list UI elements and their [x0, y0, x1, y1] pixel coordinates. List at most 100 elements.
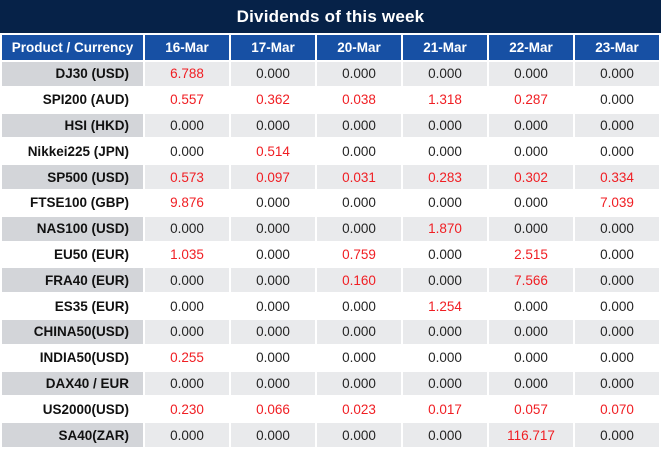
dividend-value-cell: 0.759 — [317, 242, 401, 267]
dividend-value-cell: 0.283 — [403, 165, 487, 189]
table-row: CHINA50(USD) 0.000 0.000 0.000 0.000 0.000 0.0… — [2, 319, 659, 344]
dividend-value-cell: 0.557 — [145, 87, 229, 112]
dividend-value-cell: 0.000 — [403, 345, 487, 370]
dividend-value-cell: 0.017 — [403, 397, 487, 422]
dividend-value-cell: 0.000 — [231, 190, 315, 215]
table-row: FRA40 (EUR) 0.000 0.000 0.160 0.000 7.566 0.00… — [2, 268, 659, 293]
dividend-value-cell: 0.000 — [145, 113, 229, 138]
dividend-value-cell: 0.362 — [231, 87, 315, 112]
column-header-date: 21-Mar — [403, 35, 487, 60]
product-cell: ES35 (EUR) — [2, 294, 143, 318]
dividend-value-cell: 0.000 — [317, 294, 401, 318]
dividend-value-cell: 0.000 — [145, 139, 229, 164]
dividend-value-cell: 6.788 — [145, 62, 229, 86]
dividend-value-cell: 0.000 — [231, 294, 315, 318]
product-cell: DJ30 (USD) — [2, 62, 143, 86]
dividend-value-cell: 1.254 — [403, 294, 487, 318]
dividend-value-cell: 0.000 — [317, 216, 401, 241]
table-row: FTSE100 (GBP) 9.876 0.000 0.000 0.000 0.000 7.… — [2, 190, 659, 215]
dividend-value-cell: 0.302 — [489, 165, 573, 189]
dividend-value-cell: 0.000 — [489, 319, 573, 344]
table-row: DJ30 (USD) 6.788 0.000 0.000 0.000 0.000 0.000 — [2, 62, 659, 86]
dividend-value-cell: 0.000 — [317, 319, 401, 344]
dividend-value-cell: 0.000 — [231, 371, 315, 396]
column-header-date: 22-Mar — [489, 35, 573, 60]
dividend-value-cell: 0.000 — [403, 113, 487, 138]
dividend-value-cell: 0.000 — [317, 371, 401, 396]
dividend-value-cell: 9.876 — [145, 190, 229, 215]
dividend-value-cell: 0.000 — [403, 62, 487, 86]
table-row: ES35 (EUR) 0.000 0.000 0.000 1.254 0.000 0.000 — [2, 294, 659, 318]
dividend-value-cell: 0.000 — [231, 216, 315, 241]
dividend-value-cell: 0.000 — [231, 242, 315, 267]
dividend-value-cell: 0.000 — [403, 319, 487, 344]
dividend-value-cell: 0.287 — [489, 87, 573, 112]
dividend-value-cell: 2.515 — [489, 242, 573, 267]
column-header-date: 16-Mar — [145, 35, 229, 60]
dividend-value-cell: 116.717 — [489, 423, 573, 447]
dividend-value-cell: 0.000 — [145, 371, 229, 396]
dividend-value-cell: 0.000 — [575, 294, 659, 318]
dividend-value-cell: 0.038 — [317, 87, 401, 112]
dividend-value-cell: 0.000 — [145, 216, 229, 241]
header-row: Product / Currency 16-Mar 17-Mar 20-Mar 21-… — [2, 35, 659, 60]
product-cell: SPI200 (AUD) — [2, 87, 143, 112]
dividend-value-cell: 0.000 — [317, 62, 401, 86]
dividend-value-cell: 0.000 — [489, 294, 573, 318]
dividend-value-cell: 0.000 — [575, 345, 659, 370]
dividend-value-cell: 7.039 — [575, 190, 659, 215]
dividend-value-cell: 0.000 — [317, 113, 401, 138]
dividend-value-cell: 0.000 — [317, 345, 401, 370]
table-row: HSI (HKD) 0.000 0.000 0.000 0.000 0.000 0.000 — [2, 113, 659, 138]
product-cell: Nikkei225 (JPN) — [2, 139, 143, 164]
dividend-value-cell: 1.870 — [403, 216, 487, 241]
dividend-value-cell: 7.566 — [489, 268, 573, 293]
dividend-value-cell: 0.000 — [575, 268, 659, 293]
dividend-value-cell: 0.000 — [403, 423, 487, 447]
dividend-value-cell: 0.000 — [575, 87, 659, 112]
product-cell: NAS100 (USD) — [2, 216, 143, 241]
product-currency-header: Product / Currency — [2, 35, 143, 60]
dividend-value-cell: 0.000 — [317, 423, 401, 447]
table-row: Nikkei225 (JPN) 0.000 0.514 0.000 0.000 0.000… — [2, 139, 659, 164]
table-row: DAX40 / EUR 0.000 0.000 0.000 0.000 0.000 0.00… — [2, 371, 659, 396]
product-cell: DAX40 / EUR — [2, 371, 143, 396]
table-row: SA40(ZAR) 0.000 0.000 0.000 0.000 116.717 0.00… — [2, 423, 659, 447]
dividend-value-cell: 0.000 — [575, 242, 659, 267]
product-cell: INDIA50(USD) — [2, 345, 143, 370]
dividend-value-cell: 0.000 — [489, 371, 573, 396]
dividend-value-cell: 0.000 — [489, 113, 573, 138]
dividend-value-cell: 0.514 — [231, 139, 315, 164]
dividend-value-cell: 0.000 — [403, 242, 487, 267]
page-title: Dividends of this week — [236, 6, 425, 26]
column-header-date: 17-Mar — [231, 35, 315, 60]
dividend-value-cell: 0.000 — [575, 371, 659, 396]
product-cell: EU50 (EUR) — [2, 242, 143, 267]
dividend-value-cell: 0.000 — [575, 423, 659, 447]
table-row: SP500 (USD) 0.573 0.097 0.031 0.283 0.302 0.33… — [2, 165, 659, 189]
dividend-value-cell: 0.000 — [403, 139, 487, 164]
dividend-value-cell: 0.000 — [403, 268, 487, 293]
dividend-value-cell: 0.000 — [145, 423, 229, 447]
dividend-value-cell: 0.000 — [231, 319, 315, 344]
dividend-value-cell: 0.000 — [231, 62, 315, 86]
dividend-value-cell: 0.000 — [575, 216, 659, 241]
dividend-value-cell: 0.000 — [489, 190, 573, 215]
column-header-date: 20-Mar — [317, 35, 401, 60]
dividend-value-cell: 0.000 — [231, 423, 315, 447]
title-bar: Dividends of this week — [0, 0, 661, 33]
table-row: EU50 (EUR) 1.035 0.000 0.759 0.000 2.515 0.000 — [2, 242, 659, 267]
table-row: NAS100 (USD) 0.000 0.000 0.000 1.870 0.000 0.0… — [2, 216, 659, 241]
dividend-value-cell: 0.000 — [575, 113, 659, 138]
column-header-date: 23-Mar — [575, 35, 659, 60]
dividend-value-cell: 0.031 — [317, 165, 401, 189]
dividend-value-cell: 0.097 — [231, 165, 315, 189]
product-cell: SA40(ZAR) — [2, 423, 143, 447]
dividend-value-cell: 0.000 — [317, 139, 401, 164]
product-cell: HSI (HKD) — [2, 113, 143, 138]
table-row: SPI200 (AUD) 0.557 0.362 0.038 1.318 0.287 0.0… — [2, 87, 659, 112]
dividend-value-cell: 0.000 — [575, 319, 659, 344]
dividend-value-cell: 0.070 — [575, 397, 659, 422]
dividend-value-cell: 0.000 — [145, 268, 229, 293]
dividend-value-cell: 0.000 — [231, 268, 315, 293]
